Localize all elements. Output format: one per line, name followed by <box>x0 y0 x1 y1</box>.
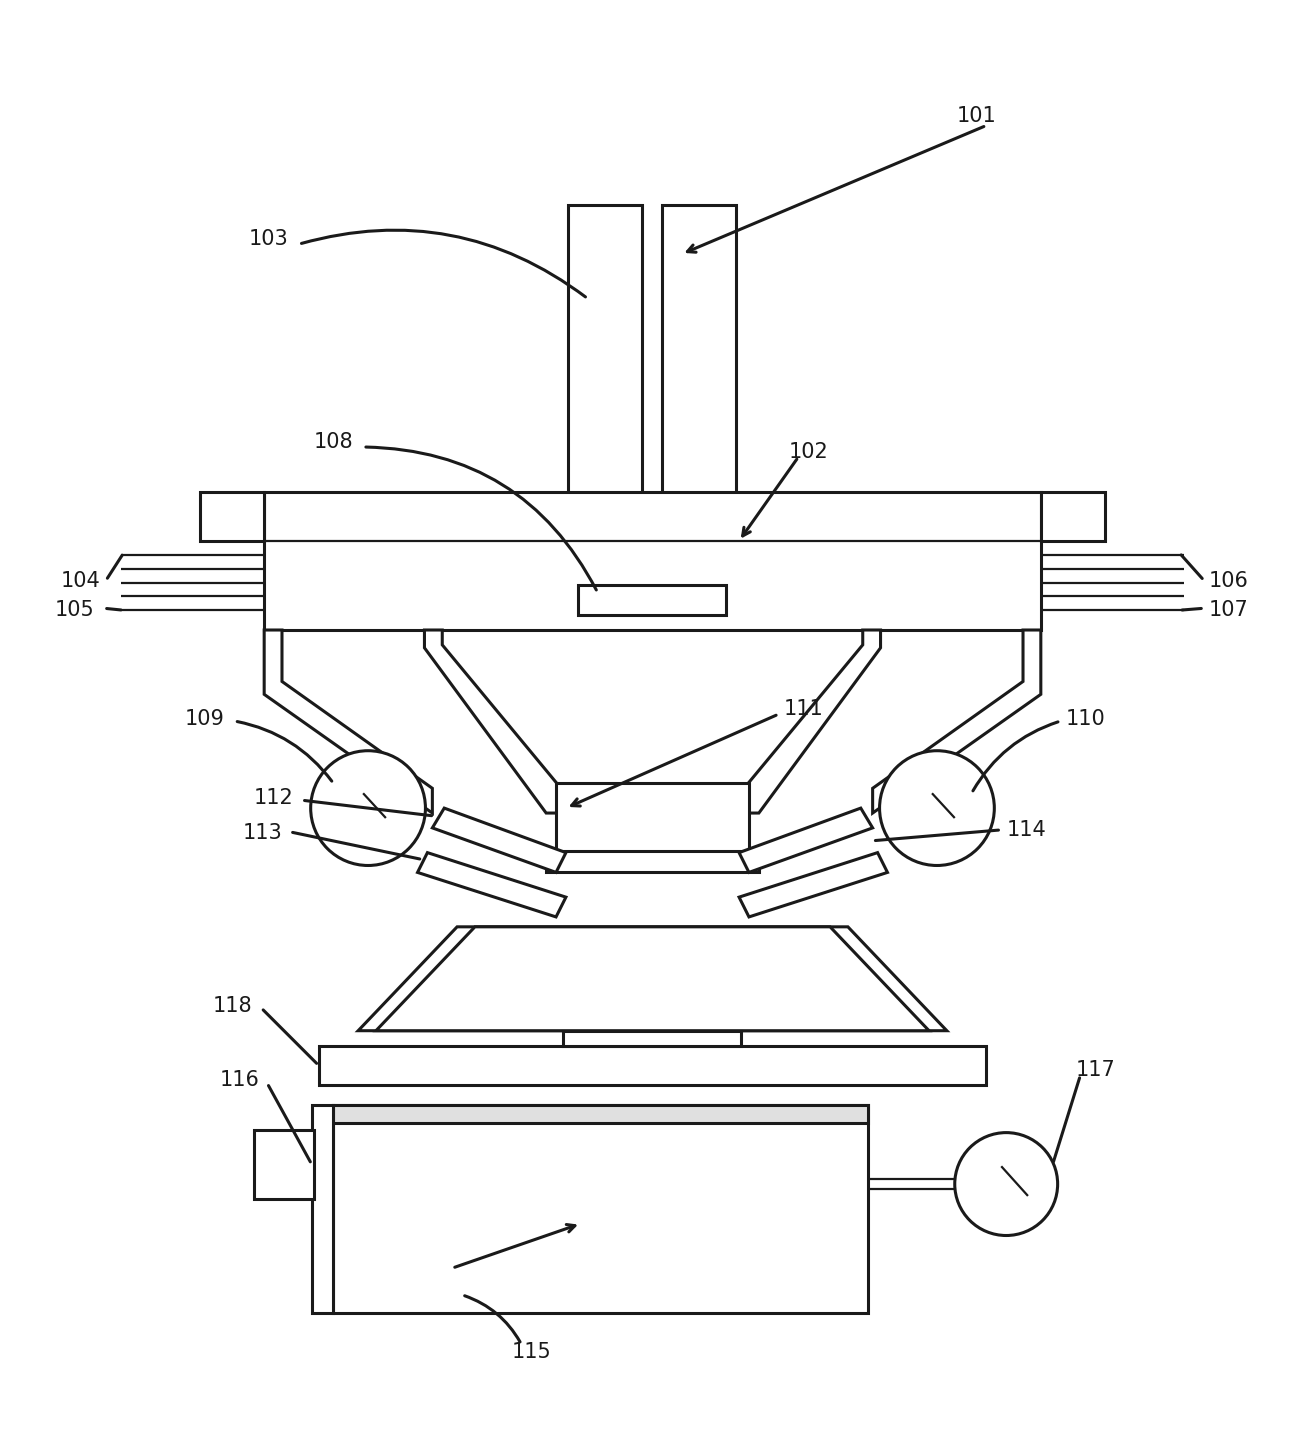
Text: 118: 118 <box>213 995 252 1016</box>
Polygon shape <box>873 630 1041 813</box>
Bar <box>200 491 264 540</box>
Text: 101: 101 <box>957 106 997 126</box>
Bar <box>334 1106 868 1313</box>
Text: 103: 103 <box>249 229 288 249</box>
Text: 102: 102 <box>788 442 829 462</box>
Bar <box>254 1130 313 1198</box>
Circle shape <box>311 751 425 865</box>
Polygon shape <box>432 809 566 872</box>
Text: 116: 116 <box>219 1071 260 1090</box>
Circle shape <box>880 751 994 865</box>
Bar <box>334 1106 868 1123</box>
Polygon shape <box>358 927 947 1030</box>
Text: 111: 111 <box>783 700 823 719</box>
Bar <box>662 204 736 522</box>
Text: 109: 109 <box>185 709 224 729</box>
Bar <box>1041 491 1105 540</box>
Text: 108: 108 <box>313 432 354 452</box>
Bar <box>568 204 642 522</box>
Text: 104: 104 <box>61 571 100 591</box>
Polygon shape <box>724 630 881 813</box>
Text: 113: 113 <box>243 823 282 843</box>
Text: 106: 106 <box>1208 571 1249 591</box>
Circle shape <box>955 1133 1057 1236</box>
Text: 107: 107 <box>1208 600 1249 620</box>
Polygon shape <box>418 852 566 917</box>
Text: 110: 110 <box>1066 709 1105 729</box>
Text: 114: 114 <box>1006 820 1045 840</box>
Polygon shape <box>424 630 581 813</box>
Text: 115: 115 <box>512 1342 551 1362</box>
Polygon shape <box>739 809 873 872</box>
Bar <box>562 1030 741 1046</box>
Bar <box>312 1106 334 1313</box>
Bar <box>578 585 726 616</box>
Bar <box>318 1046 987 1085</box>
Bar <box>556 784 749 852</box>
Bar <box>264 491 1041 630</box>
Polygon shape <box>739 852 887 917</box>
Text: 112: 112 <box>254 788 294 809</box>
Bar <box>547 851 758 872</box>
Polygon shape <box>376 927 929 1030</box>
Text: 105: 105 <box>55 600 94 620</box>
Polygon shape <box>264 630 432 813</box>
Text: 117: 117 <box>1075 1061 1116 1081</box>
